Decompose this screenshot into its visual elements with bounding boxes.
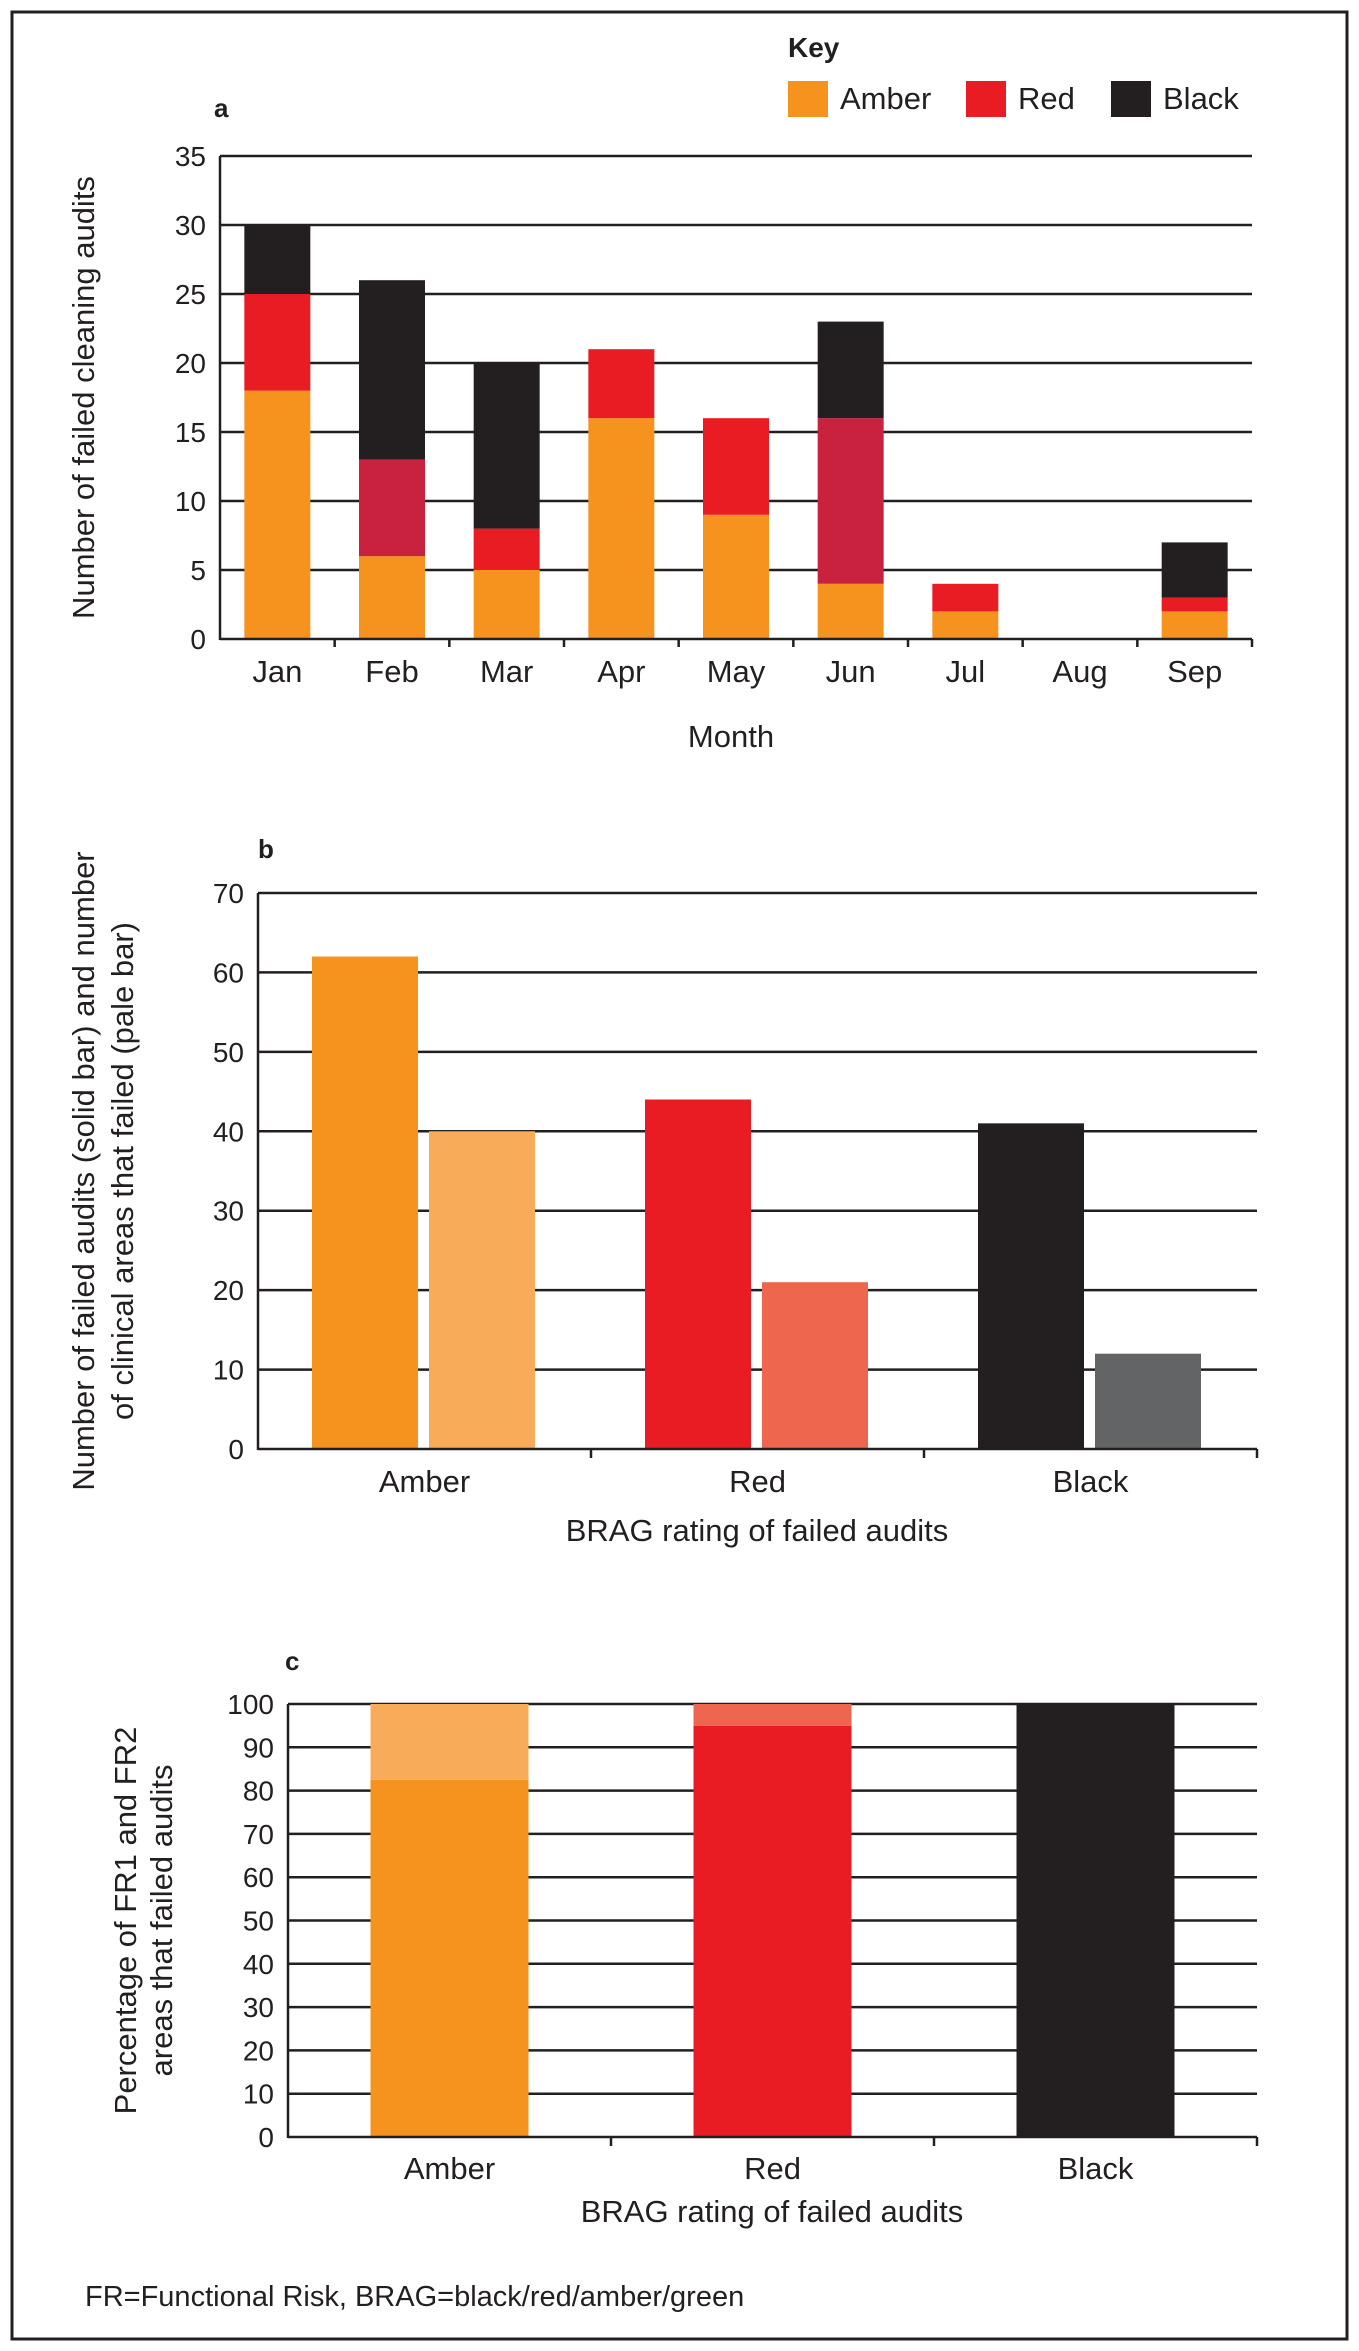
x-tick-label: Amber <box>379 1464 470 1499</box>
bar-amber-pale-bar <box>429 1131 535 1449</box>
bar-jul-red <box>932 583 999 612</box>
bar-apr-amber <box>588 418 655 639</box>
x-tick-label: Red <box>744 2151 801 2186</box>
bar-black-solid-bar <box>978 1123 1084 1449</box>
y-tick-label: 50 <box>243 1906 274 1937</box>
figure-frame <box>10 10 1349 2341</box>
bar-red-solid <box>693 1725 852 2137</box>
bar-mar-black <box>473 363 540 529</box>
y-axis-title: Percentage of FR1 and FR2 <box>108 1727 143 2115</box>
x-tick-label: Black <box>1053 1464 1129 1499</box>
y-tick-label: 50 <box>213 1037 244 1068</box>
bar-red-pale-bar <box>762 1282 868 1449</box>
bar-jan-red <box>244 294 311 391</box>
legend-label-amber: Amber <box>840 81 931 116</box>
bar-sep-amber <box>1161 611 1228 639</box>
bar-jun-red <box>817 418 884 584</box>
y-tick-label: 30 <box>243 1992 274 2023</box>
chart-panel-c: c 0 10 20 30 40 50 60 70 80 90 100 Amber Red Black BRAG… <box>108 1646 1259 2229</box>
chart-panel-b: b 0 10 20 30 40 50 60 70 Amber Red Black BRAG rating… <box>66 834 1259 1548</box>
y-tick-label: 40 <box>243 1949 274 1980</box>
bar-jan-black <box>244 225 311 294</box>
legend-swatch-red <box>966 81 1006 117</box>
y-tick-label: 0 <box>258 2122 274 2153</box>
x-tick-label: Jun <box>826 654 876 689</box>
panel-letter: c <box>285 1646 299 1676</box>
y-tick-label: 70 <box>213 878 244 909</box>
bar-red-pale <box>693 1704 852 1726</box>
bar-may-red <box>703 418 769 515</box>
bar-amber-solid-bar <box>312 956 418 1449</box>
bar-feb-red <box>359 459 425 557</box>
y-tick-label: 30 <box>175 210 206 241</box>
y-tick-label: 90 <box>243 1732 274 1763</box>
panel-letter: a <box>214 93 229 123</box>
legend-label-red: Red <box>1018 81 1075 116</box>
y-axis-title: areas that failed audits <box>144 1765 179 2077</box>
bar-feb-black <box>359 280 425 460</box>
x-tick-label: Jan <box>252 654 302 689</box>
y-axis-title: Number of failed audits (solid bar) and … <box>66 851 101 1490</box>
legend-label-black: Black <box>1163 81 1239 116</box>
y-tick-label: 80 <box>243 1776 274 1807</box>
bar-black-pale-bar <box>1095 1353 1201 1449</box>
legend: Key Amber Red Black <box>788 32 1239 117</box>
x-axis-title: Month <box>688 719 774 754</box>
x-tick-label: Aug <box>1052 654 1107 689</box>
y-tick-label: 0 <box>190 624 206 655</box>
x-tick-label: Red <box>729 1464 786 1499</box>
bar-jun-amber <box>817 583 884 639</box>
bar-mar-amber <box>473 570 540 639</box>
y-tick-label: 60 <box>243 1862 274 1893</box>
legend-title: Key <box>788 32 840 63</box>
legend-swatch-amber <box>788 81 828 117</box>
bar-may-amber <box>703 514 769 639</box>
footnote: FR=Functional Risk, BRAG=black/red/amber… <box>85 2281 744 2313</box>
x-tick-label: Apr <box>597 654 645 689</box>
y-tick-label: 60 <box>213 957 244 988</box>
y-tick-label: 0 <box>228 1434 244 1465</box>
y-tick-label: 40 <box>213 1116 244 1147</box>
bar-red-solid-bar <box>645 1099 751 1449</box>
y-tick-label: 10 <box>243 2079 274 2110</box>
panel-letter: b <box>258 834 274 864</box>
chart-panel-a: a 0 5 10 15 20 25 30 35 Jan Feb Mar Apr May Jun Jul Aug S… <box>66 93 1254 754</box>
x-tick-label: Feb <box>365 654 418 689</box>
bar-black-solid <box>1016 1704 1175 2137</box>
bar-jan-amber <box>244 390 311 639</box>
x-tick-label: May <box>707 654 766 689</box>
bar-feb-amber <box>359 556 425 639</box>
y-tick-label: 20 <box>175 348 206 379</box>
x-axis-title: BRAG rating of failed audits <box>566 1513 949 1548</box>
y-axis-title: of clinical areas that failed (pale bar) <box>105 922 140 1420</box>
x-tick-label: Jul <box>946 654 986 689</box>
bar-jul-amber <box>932 611 999 639</box>
y-tick-label: 20 <box>243 2035 274 2066</box>
x-axis-title: BRAG rating of failed audits <box>581 2194 964 2229</box>
x-tick-label: Mar <box>480 654 533 689</box>
y-tick-label: 5 <box>190 555 206 586</box>
y-tick-label: 20 <box>213 1275 244 1306</box>
y-axis-title: Number of failed cleaning audits <box>66 176 101 619</box>
x-tick-label: Black <box>1058 2151 1134 2186</box>
y-tick-label: 25 <box>175 279 206 310</box>
bar-mar-red <box>473 528 540 570</box>
y-tick-label: 70 <box>243 1819 274 1850</box>
y-tick-label: 10 <box>175 486 206 517</box>
bar-sep-red <box>1161 597 1228 612</box>
legend-swatch-black <box>1111 81 1151 117</box>
bar-apr-red <box>588 349 655 419</box>
bar-amber-pale <box>370 1704 529 1780</box>
x-tick-label: Amber <box>404 2151 495 2186</box>
bar-amber-solid <box>370 1779 529 2137</box>
y-tick-label: 15 <box>175 417 206 448</box>
y-tick-label: 100 <box>227 1689 274 1720</box>
y-tick-label: 35 <box>175 141 206 172</box>
y-tick-label: 30 <box>213 1196 244 1227</box>
bar-jun-black <box>817 321 884 419</box>
bar-sep-black <box>1161 542 1228 598</box>
x-tick-label: Sep <box>1167 654 1222 689</box>
y-tick-label: 10 <box>213 1355 244 1386</box>
